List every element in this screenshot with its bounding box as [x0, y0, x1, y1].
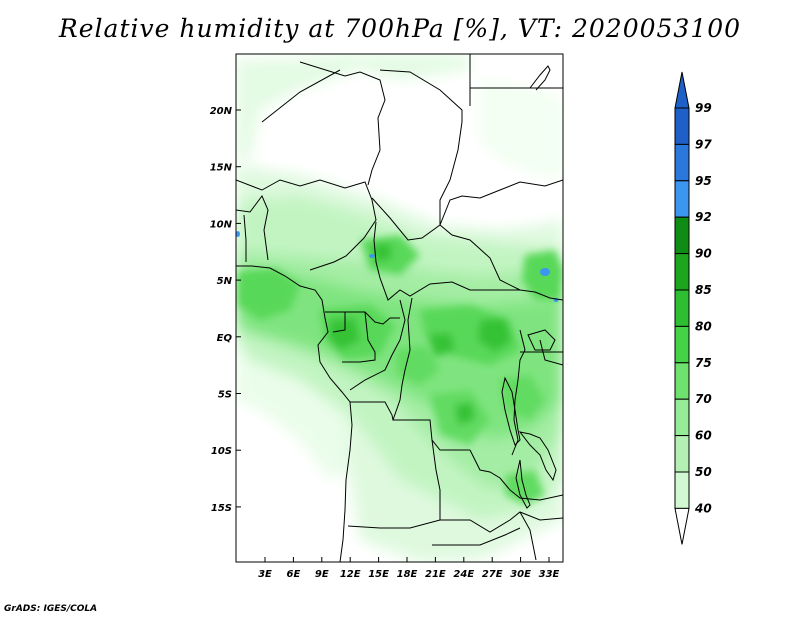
colorbar-label: 85 — [695, 283, 712, 297]
colorbar-segment — [674, 289, 690, 327]
lon-tick-label: 30E — [510, 569, 531, 580]
lon-tick-label: 12E — [340, 569, 361, 580]
colorbar-segment — [674, 216, 690, 255]
colorbar-segment — [674, 143, 690, 182]
lat-tick-label: 15S — [211, 503, 232, 514]
colorbar-segment — [674, 180, 690, 218]
lon-tick-label: 21E — [425, 569, 446, 580]
colorbar-top-arrow — [674, 71, 690, 109]
colorbar-label: 60 — [695, 429, 712, 443]
colorbar-segment — [674, 107, 690, 145]
colorbar-segment — [674, 435, 690, 473]
lat-tick-label: 10N — [210, 219, 233, 230]
lon-tick-label: 33E — [539, 569, 560, 580]
colorbar: 99 97 95 92 90 85 80 75 70 60 50 40 — [674, 71, 712, 545]
lon-tick-label: 18E — [397, 569, 418, 580]
borders — [236, 54, 563, 562]
lon-tick-label: 3E — [258, 569, 272, 580]
lat-tick-label: 20N — [210, 106, 233, 117]
lon-tick-label: 15E — [368, 569, 389, 580]
lon-tick-label: 6E — [287, 569, 301, 580]
grads-credit: GrADS: IGES/COLA — [4, 604, 98, 614]
colorbar-label: 90 — [695, 247, 712, 261]
latitude-axis: 20N 15N 10N 5N EQ 5S 10S 15S — [210, 106, 241, 514]
longitude-axis: 3E 6E 9E 12E 15E 18E 21E 24E 27E 30E 33E — [258, 557, 560, 580]
lat-tick-label: 5N — [217, 276, 233, 287]
colorbar-label: 50 — [695, 465, 712, 479]
lon-tick-label: 24E — [453, 569, 474, 580]
colorbar-bottom-arrow — [674, 507, 690, 545]
colorbar-label: 75 — [695, 356, 712, 370]
lat-tick-label: 15N — [210, 163, 233, 174]
colorbar-label: 95 — [695, 174, 712, 188]
colorbar-label: 97 — [695, 137, 712, 151]
map-frame — [235, 53, 564, 563]
humidity-field — [236, 54, 563, 562]
colorbar-label: 40 — [694, 501, 712, 515]
colorbar-segment — [674, 471, 690, 509]
lat-tick-label: 5S — [218, 390, 232, 401]
colorbar-segment — [674, 398, 690, 437]
lat-tick-label: EQ — [217, 333, 233, 344]
lat-tick-label: 10S — [211, 446, 232, 457]
colorbar-label: 99 — [695, 101, 712, 115]
lon-tick-label: 9E — [315, 569, 329, 580]
colorbar-segment — [674, 325, 690, 364]
map-title: Relative humidity at 700hPa [%], VT: 202… — [58, 14, 742, 43]
colorbar-label: 92 — [695, 210, 712, 224]
colorbar-label: 80 — [695, 319, 712, 333]
lon-tick-label: 27E — [482, 569, 503, 580]
colorbar-label: 70 — [695, 392, 712, 406]
colorbar-segment — [674, 253, 690, 291]
colorbar-segment — [674, 362, 690, 400]
